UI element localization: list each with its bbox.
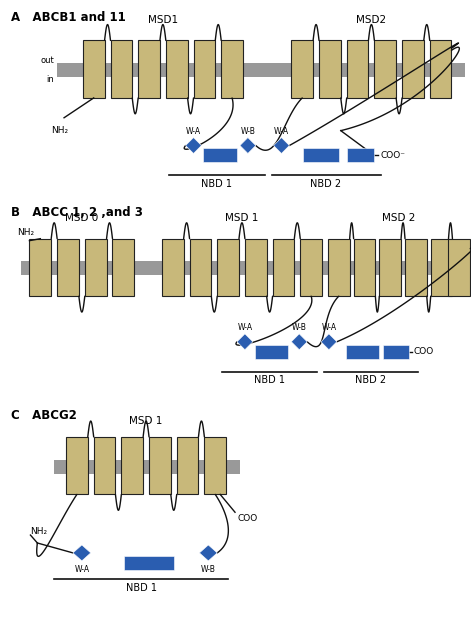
Bar — [383, 344, 409, 358]
Text: NBD 2: NBD 2 — [355, 375, 386, 386]
FancyBboxPatch shape — [29, 239, 51, 296]
Text: C   ABCG2: C ABCG2 — [11, 409, 77, 422]
FancyBboxPatch shape — [193, 40, 215, 98]
FancyBboxPatch shape — [190, 239, 211, 296]
FancyBboxPatch shape — [328, 239, 350, 296]
Text: NH₂: NH₂ — [30, 526, 47, 535]
FancyBboxPatch shape — [292, 40, 313, 98]
Text: NBD 1: NBD 1 — [254, 375, 285, 386]
Text: W-A: W-A — [274, 126, 289, 136]
Text: B   ABCC 1, 2 ,and 3: B ABCC 1, 2 ,and 3 — [11, 206, 143, 219]
Text: W-B: W-B — [201, 565, 216, 574]
FancyBboxPatch shape — [85, 239, 107, 296]
Text: in: in — [46, 75, 54, 84]
Text: C-motif: C-motif — [259, 349, 284, 355]
Bar — [346, 344, 379, 358]
FancyBboxPatch shape — [57, 239, 79, 296]
FancyBboxPatch shape — [346, 40, 368, 98]
Bar — [54, 459, 240, 473]
FancyBboxPatch shape — [110, 40, 132, 98]
Text: NBD 1: NBD 1 — [126, 583, 156, 593]
Text: out: out — [40, 56, 54, 65]
FancyBboxPatch shape — [221, 40, 243, 98]
FancyBboxPatch shape — [273, 239, 294, 296]
FancyBboxPatch shape — [94, 437, 116, 494]
FancyBboxPatch shape — [83, 40, 105, 98]
FancyBboxPatch shape — [162, 239, 183, 296]
FancyBboxPatch shape — [245, 239, 267, 296]
Text: A   ABCB1 and 11: A ABCB1 and 11 — [11, 11, 126, 24]
Polygon shape — [200, 545, 217, 561]
Text: MSD2: MSD2 — [356, 15, 386, 25]
Bar — [203, 149, 237, 162]
Polygon shape — [237, 334, 253, 349]
Text: COO: COO — [237, 514, 257, 523]
Polygon shape — [240, 138, 256, 154]
FancyBboxPatch shape — [66, 437, 88, 494]
FancyBboxPatch shape — [217, 239, 239, 296]
Text: MSD 1: MSD 1 — [225, 213, 259, 223]
FancyBboxPatch shape — [448, 239, 470, 296]
Text: W-A: W-A — [237, 323, 253, 332]
FancyBboxPatch shape — [405, 239, 427, 296]
Text: W-B: W-B — [389, 349, 403, 355]
FancyBboxPatch shape — [121, 437, 143, 494]
Text: W-A: W-A — [186, 126, 201, 136]
FancyBboxPatch shape — [431, 239, 453, 296]
Text: W-B: W-B — [240, 126, 255, 136]
Bar — [346, 149, 374, 162]
Text: C-motif: C-motif — [350, 349, 375, 355]
Text: NH₂: NH₂ — [52, 126, 69, 135]
Text: C-motif: C-motif — [308, 152, 334, 159]
Polygon shape — [186, 138, 201, 154]
Text: W-A: W-A — [321, 323, 337, 332]
Text: MSD 0: MSD 0 — [65, 213, 99, 223]
FancyBboxPatch shape — [204, 437, 226, 494]
Bar — [20, 262, 465, 276]
Polygon shape — [321, 334, 337, 349]
Text: C-motif: C-motif — [208, 152, 233, 159]
FancyBboxPatch shape — [166, 40, 188, 98]
Text: COO: COO — [414, 347, 434, 356]
FancyBboxPatch shape — [112, 239, 134, 296]
FancyBboxPatch shape — [149, 437, 171, 494]
Bar — [57, 63, 465, 77]
Text: NBD 2: NBD 2 — [310, 179, 341, 189]
Polygon shape — [73, 545, 91, 561]
FancyBboxPatch shape — [177, 437, 199, 494]
Bar — [124, 556, 174, 570]
Text: C-motif: C-motif — [137, 560, 162, 566]
Bar — [303, 149, 339, 162]
Text: NBD 1: NBD 1 — [201, 179, 232, 189]
Text: W-B: W-B — [354, 152, 367, 159]
FancyBboxPatch shape — [354, 239, 375, 296]
FancyBboxPatch shape — [379, 239, 401, 296]
FancyBboxPatch shape — [430, 40, 451, 98]
Polygon shape — [273, 138, 290, 154]
FancyBboxPatch shape — [402, 40, 424, 98]
Text: MSD 1: MSD 1 — [129, 416, 163, 426]
Text: W-B: W-B — [292, 323, 307, 332]
Text: COO⁻: COO⁻ — [380, 151, 405, 160]
Bar — [255, 344, 288, 358]
Text: W-A: W-A — [74, 565, 90, 574]
Text: MSD 2: MSD 2 — [383, 213, 416, 223]
Text: NH₂: NH₂ — [18, 228, 35, 237]
Polygon shape — [292, 334, 307, 349]
FancyBboxPatch shape — [319, 40, 341, 98]
FancyBboxPatch shape — [374, 40, 396, 98]
Text: MSD1: MSD1 — [148, 15, 178, 25]
FancyBboxPatch shape — [138, 40, 160, 98]
FancyBboxPatch shape — [300, 239, 322, 296]
